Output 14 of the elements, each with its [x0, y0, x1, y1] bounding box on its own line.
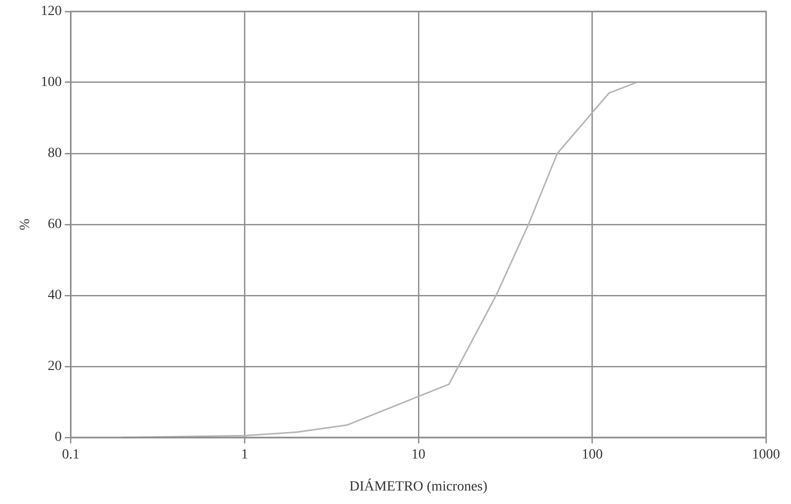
y-tick-label: 80: [48, 146, 62, 162]
y-tick-label: 120: [40, 4, 62, 20]
x-tick-label: 10: [411, 447, 426, 462]
y-tick-label: 100: [40, 75, 62, 90]
x-tick-label: 1000: [752, 447, 780, 462]
x-tick-label: 1: [241, 447, 248, 462]
y-tick-label: 60: [48, 217, 62, 232]
x-tick-label: 100: [582, 447, 603, 462]
y-tick-label: 40: [48, 288, 62, 304]
x-axis-title: DIÁMETRO (micrones): [349, 477, 488, 494]
y-tick-label: 0: [54, 430, 62, 446]
y-axis-title: %: [18, 218, 34, 230]
x-tick-label: 0.1: [62, 447, 80, 462]
y-tick-label: 20: [48, 359, 62, 374]
